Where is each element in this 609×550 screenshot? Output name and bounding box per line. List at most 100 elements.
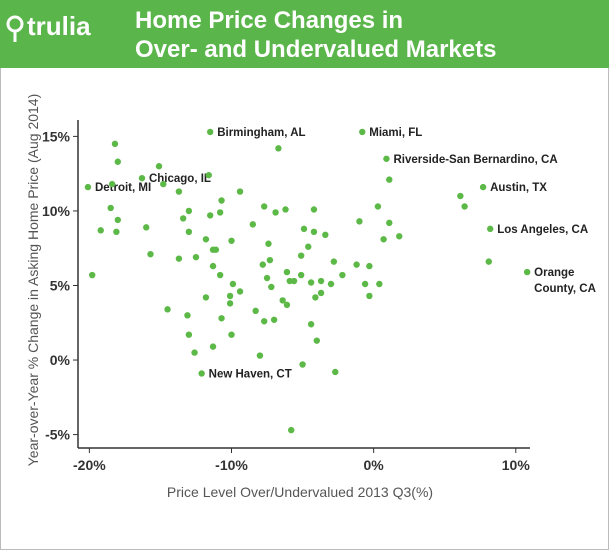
point — [307, 321, 315, 328]
point — [279, 297, 286, 304]
point-label: Miami, FL — [369, 127, 422, 139]
chart-title: Over- and Undervalued Markets — [135, 36, 496, 63]
point — [396, 233, 403, 240]
x-tick-label: -10% — [215, 457, 248, 473]
point-label: County, CA — [534, 283, 596, 295]
point — [275, 145, 282, 152]
point — [261, 203, 268, 210]
point — [259, 261, 266, 268]
point — [205, 171, 212, 179]
point — [143, 224, 150, 231]
logo-icon — [6, 15, 24, 42]
point — [263, 274, 271, 282]
point — [282, 206, 289, 213]
point — [252, 307, 259, 315]
point — [108, 180, 116, 188]
point — [175, 188, 183, 195]
point — [283, 301, 291, 309]
point — [479, 183, 487, 191]
point-label: Detroit, MI — [95, 182, 151, 194]
point — [179, 215, 187, 222]
point — [111, 140, 119, 148]
point — [353, 261, 360, 268]
point — [84, 183, 92, 191]
point — [107, 204, 114, 212]
point — [487, 225, 494, 233]
point — [114, 216, 121, 224]
point — [184, 312, 191, 319]
point — [226, 292, 234, 300]
point — [249, 221, 257, 228]
point — [386, 219, 393, 227]
point — [268, 283, 275, 291]
point — [361, 280, 369, 288]
y-axis-label: Year-over-Year % Change in Asking Home P… — [25, 94, 41, 467]
point — [339, 271, 346, 279]
point — [386, 176, 393, 183]
y-tick-label: 15% — [42, 128, 71, 144]
point — [310, 206, 318, 213]
point — [191, 349, 198, 356]
point — [313, 337, 320, 344]
point-label: New Haven, CT — [209, 368, 292, 380]
point — [113, 228, 120, 236]
point — [299, 361, 306, 368]
y-tick-label: 10% — [42, 203, 71, 219]
point — [366, 292, 373, 300]
point-label: Riverside-San Bernardino, CA — [393, 154, 557, 166]
point — [218, 315, 225, 322]
point — [310, 228, 318, 236]
point — [192, 253, 200, 261]
point — [226, 300, 234, 307]
point — [218, 197, 225, 204]
point — [297, 271, 305, 279]
point — [206, 212, 214, 219]
point — [185, 207, 193, 215]
point — [523, 268, 531, 276]
point — [376, 280, 383, 288]
point-label: Austin, TX — [490, 182, 547, 194]
point — [228, 237, 235, 244]
y-tick-label: -5% — [45, 427, 70, 443]
point — [160, 180, 167, 188]
point — [216, 271, 224, 279]
point — [198, 370, 205, 377]
point — [327, 280, 335, 288]
point — [216, 209, 224, 216]
point — [457, 192, 464, 200]
point — [307, 279, 315, 286]
point — [147, 250, 154, 258]
point — [322, 231, 329, 238]
point — [228, 331, 235, 338]
point — [366, 262, 373, 270]
point — [380, 236, 387, 243]
x-tick-label: 0% — [364, 457, 385, 473]
point — [290, 277, 298, 285]
point — [89, 271, 96, 279]
point — [270, 316, 278, 323]
point — [272, 209, 279, 216]
x-axis-label: Price Level Over/Undervalued 2013 Q3(%) — [167, 484, 433, 500]
point — [155, 163, 163, 170]
point — [212, 246, 220, 253]
point — [206, 128, 214, 136]
point-label: Birmingham, AL — [217, 127, 305, 139]
point — [300, 225, 308, 233]
point — [330, 258, 338, 265]
point — [288, 426, 295, 434]
point — [209, 343, 217, 350]
logo: trulia — [27, 11, 91, 41]
point — [138, 174, 146, 182]
point — [485, 258, 492, 265]
point — [332, 368, 339, 376]
point — [317, 277, 325, 285]
point — [256, 352, 264, 359]
point — [175, 255, 183, 262]
point — [461, 203, 468, 210]
point — [229, 280, 237, 288]
point — [202, 236, 210, 243]
point — [359, 128, 366, 136]
